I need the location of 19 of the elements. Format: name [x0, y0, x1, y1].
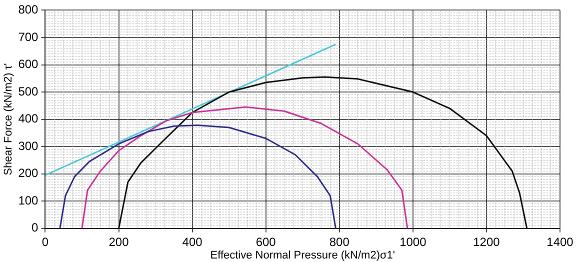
- x-tick-label: 0: [42, 234, 49, 249]
- x-axis-title: Effective Normal Pressure (kN/m2)σ1': [210, 249, 395, 262]
- y-tick-label: 0: [32, 220, 39, 235]
- y-tick-label: 100: [18, 193, 39, 208]
- y-tick-label: 800: [18, 2, 39, 17]
- x-tick-label: 600: [256, 234, 276, 249]
- y-axis-title: Shear Force (kN/m2) τ': [2, 63, 15, 176]
- x-tick-label: 800: [329, 234, 350, 249]
- y-tick-label: 400: [18, 112, 39, 126]
- x-tick-label: 400: [182, 234, 203, 249]
- y-tick-label: 200: [18, 166, 39, 180]
- y-tick-label: 600: [18, 57, 39, 72]
- x-tick-label: 1000: [400, 234, 427, 249]
- x-tick-label: 200: [108, 234, 130, 249]
- x-tick-label: 1400: [546, 234, 574, 249]
- x-tick-label: 1200: [473, 234, 500, 249]
- y-tick-label: 300: [18, 138, 39, 153]
- y-tick-label: 500: [18, 84, 39, 98]
- y-tick-label: 700: [18, 30, 39, 44]
